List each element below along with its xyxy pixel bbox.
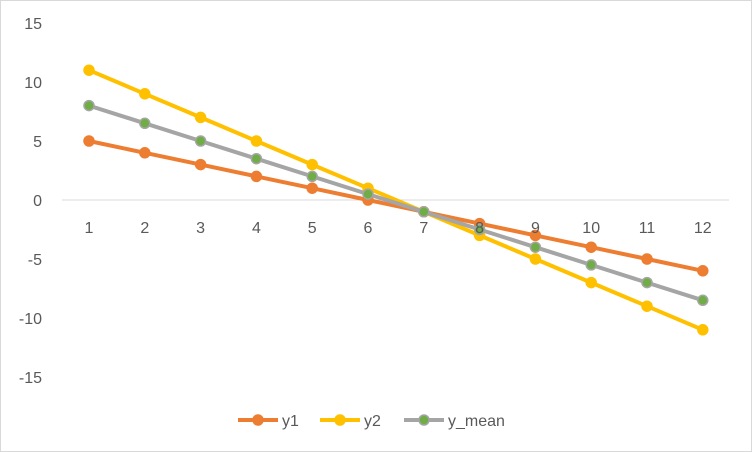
y-tick-label: -10 [19, 311, 42, 328]
legend-swatch-marker [252, 414, 264, 426]
data-point-y2 [641, 300, 653, 312]
y-tick-label: 10 [24, 75, 42, 92]
data-point-y2 [529, 253, 542, 265]
y-tick-label: -15 [19, 370, 42, 387]
data-point-y2 [306, 158, 318, 171]
data-point-y1 [585, 241, 597, 253]
data-point-y1 [139, 147, 151, 159]
x-tick-label: 1 [85, 220, 94, 237]
data-point-y1 [83, 135, 95, 147]
y-tick-label: 15 [24, 16, 42, 33]
legend-label: y_mean [448, 413, 505, 430]
data-point-y2 [194, 111, 207, 124]
data-point-y_mean [585, 259, 597, 271]
legend-item-y_mean: y_mean [404, 413, 505, 430]
data-point-y2 [139, 88, 151, 100]
legend-item-y1: y1 [238, 413, 299, 430]
legend-swatch-marker [418, 414, 430, 426]
data-point-y1 [194, 158, 207, 171]
x-axis-tick-labels: 1 2 3 4 5 6 7 8 9 10 11 12 [85, 220, 712, 237]
data-point-y1 [641, 253, 653, 265]
data-point-y_mean [83, 99, 95, 112]
series-layer [83, 64, 709, 336]
data-point-y_mean [306, 170, 318, 183]
legend-label: y2 [364, 413, 381, 430]
data-point-y2 [585, 276, 597, 289]
series-line-y2 [87, 68, 705, 332]
y-tick-label: -5 [28, 252, 42, 269]
x-tick-label: 7 [419, 220, 428, 237]
x-tick-label: 9 [531, 220, 540, 237]
data-point-y2 [250, 135, 263, 147]
x-tick-label: 3 [196, 220, 205, 237]
data-point-y_mean [250, 152, 263, 165]
data-point-y1 [306, 182, 318, 194]
data-point-y_mean [139, 117, 151, 130]
data-point-y_mean [418, 206, 430, 218]
x-tick-label: 4 [252, 220, 261, 237]
x-tick-label: 2 [140, 220, 149, 237]
x-tick-label: 5 [308, 220, 317, 237]
data-point-y2 [83, 64, 95, 76]
data-point-y1 [697, 265, 709, 277]
data-point-y1 [250, 170, 263, 183]
series-line-y_mean [87, 103, 705, 303]
data-point-y_mean [697, 294, 709, 307]
legend-swatch-marker [334, 414, 346, 426]
x-tick-label: 12 [694, 220, 712, 237]
data-point-y1 [529, 229, 542, 242]
data-point-y_mean [194, 135, 207, 147]
legend: y1 y2 y_mean [238, 413, 505, 430]
data-point-y_mean [362, 188, 374, 200]
data-point-y2 [697, 324, 709, 336]
legend-label: y1 [282, 413, 299, 430]
x-tick-label: 6 [364, 220, 373, 237]
legend-item-y2: y2 [320, 413, 381, 430]
y-tick-label: 0 [33, 193, 42, 210]
y-tick-label: 5 [33, 134, 42, 151]
y-axis-tick-labels: 15 10 5 0 -5 -10 -15 [19, 16, 42, 387]
data-point-y_mean [641, 276, 653, 289]
series-line-y1 [87, 139, 705, 273]
data-point-y_mean [529, 241, 542, 253]
data-point-y_mean [473, 223, 486, 236]
x-tick-label: 8 [475, 220, 484, 237]
x-tick-label: 10 [582, 220, 600, 237]
x-tick-label: 11 [639, 220, 656, 237]
